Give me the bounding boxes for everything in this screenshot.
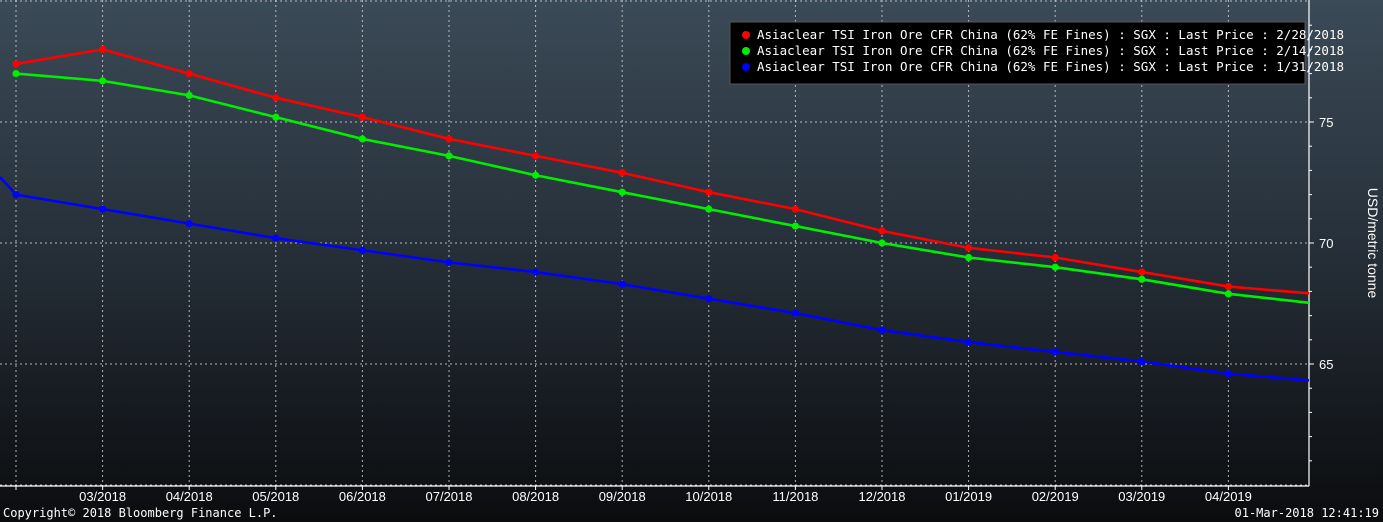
copyright-text: Copyright© 2018 Bloomberg Finance L.P. [3,506,278,520]
legend-marker [742,31,750,39]
data-point [1051,263,1059,271]
data-point [185,220,193,228]
data-point [1224,290,1232,298]
timestamp-text: 01-Mar-2018 12:41:19 [1235,506,1380,520]
x-tick-label: 02/2019 [1032,489,1079,504]
series-group [0,176,1310,382]
data-point [99,45,107,54]
data-point [1224,282,1232,291]
data-point [99,77,107,85]
data-point [272,113,280,121]
data-point [791,205,800,213]
data-point [445,258,453,266]
axes: 65 70 75 USD/metric tonne 03/2018 04/2018 05/2… [0,0,1381,504]
x-tick-label: 11/2018 [772,489,818,504]
data-point [791,309,800,317]
series-group [12,45,1310,295]
data-point [1138,268,1146,276]
data-point [878,227,886,235]
x-tick-label: 07/2018 [426,489,473,504]
data-point [705,188,713,196]
data-point [358,135,366,143]
legend-box [729,21,1306,85]
data-point [445,135,453,143]
data-point [12,60,20,68]
grid [0,0,1309,486]
data-point [12,70,20,78]
legend-entry: Asiaclear TSI Iron Ore CFR China (62% FE… [757,27,1344,42]
data-point [12,191,20,199]
x-tick-label: 08/2018 [512,489,559,504]
data-point [185,91,193,99]
x-tick-label: 04/2018 [166,489,213,504]
data-point [532,152,540,160]
y-tick-label: 70 [1319,236,1333,251]
series-line-feb14 [15,72,1310,305]
series-line-jan31 [0,176,1310,382]
data-point [618,188,626,196]
data-point [445,152,453,160]
data-point [185,70,193,78]
data-point [358,113,366,121]
legend-marker [742,63,750,71]
data-point [878,239,886,247]
x-tick-label: 06/2018 [339,489,386,504]
y-tick-label: 65 [1319,357,1333,372]
series-line-feb28 [15,48,1310,295]
legend-entry: Asiaclear TSI Iron Ore CFR China (62% FE… [757,59,1344,74]
data-point [272,234,280,242]
data-point [1138,275,1146,283]
data-point [965,338,973,346]
x-tick-label: 01/2019 [945,489,992,504]
data-point [618,280,626,288]
data-point [705,205,713,213]
data-point [965,253,973,262]
data-point [965,244,973,252]
data-point [878,326,886,334]
y-tick-label: 75 [1319,115,1333,130]
x-tick-label: 10/2018 [685,489,732,504]
data-point [532,268,540,276]
data-point [1224,370,1232,378]
data-point [358,246,366,254]
data-point [99,205,107,213]
x-tick-label: 04/2019 [1205,489,1252,504]
x-tick-label: 12/2018 [859,489,906,504]
data-point [705,295,713,303]
legend-marker [742,47,750,55]
legend: Asiaclear TSI Iron Ore CFR China (62% FE… [729,21,1344,85]
x-tick-label: 03/2018 [79,489,126,504]
x-tick-label: 05/2018 [252,489,299,504]
data-point [618,169,626,177]
data-point [1051,253,1059,262]
x-tick-label: 03/2019 [1118,489,1165,504]
footer: Copyright© 2018 Bloomberg Finance L.P. 0… [3,506,1379,520]
series-group [12,70,1310,305]
data-point [272,94,280,102]
legend-entry: Asiaclear TSI Iron Ore CFR China (62% FE… [757,43,1344,58]
x-tick-label: 09/2018 [599,489,646,504]
series-layer [0,45,1310,382]
data-point [1051,348,1059,356]
data-point [791,222,800,230]
y-axis-title: USD/metric tonne [1365,188,1381,299]
data-point [1138,357,1146,366]
data-point [532,171,540,179]
